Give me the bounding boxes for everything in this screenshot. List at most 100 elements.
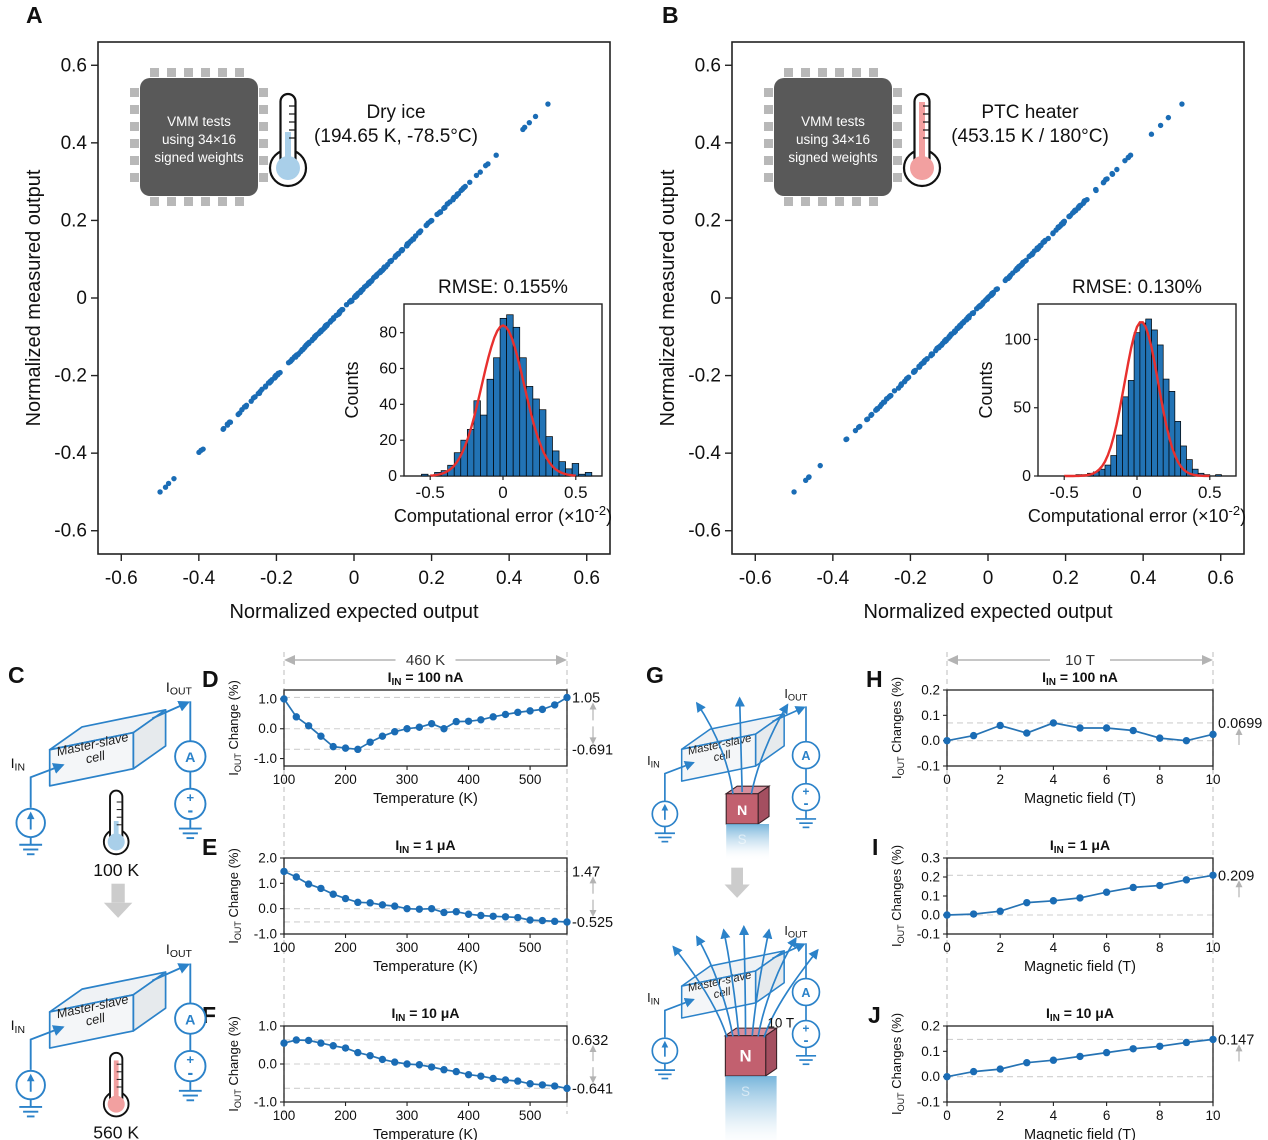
scatter-point — [916, 364, 923, 370]
tspan: IN — [399, 845, 409, 856]
scatter-point — [891, 388, 898, 394]
data-point — [304, 880, 313, 888]
chip-pin — [893, 122, 902, 131]
data-point — [1209, 730, 1217, 739]
y-axis-label: IOUT Change (%) — [226, 848, 243, 944]
tspan: I — [166, 680, 170, 696]
gauss-curve — [430, 324, 576, 477]
minus-label: - — [803, 1032, 808, 1049]
panel-label-g: G — [646, 662, 664, 688]
xtick-label: 300 — [396, 940, 419, 955]
data-point — [514, 913, 522, 922]
histogram-bar — [493, 357, 501, 477]
data-point — [317, 732, 325, 740]
x-axis-label: Magnetic field (T) — [1024, 1127, 1136, 1140]
xtick-label: 0.2 — [1052, 568, 1078, 589]
y-axis-label: IOUT Changes (%) — [889, 677, 906, 779]
scatter-point — [911, 368, 917, 374]
data-point — [403, 904, 411, 913]
scatter-point — [376, 270, 383, 276]
panel-B-plot: -0.6 -0.6 -0.4 -0.4 -0.2 -0.2 0 0 0.2 0.2 0.4 0.4 0.… — [657, 41, 1246, 623]
scatter-point — [1021, 258, 1028, 265]
scatter-point — [477, 169, 483, 175]
data-point — [514, 708, 522, 717]
tspan: I — [388, 669, 392, 685]
annotation-value: 0.632 — [572, 1033, 608, 1049]
xtick-label: -0.4 — [816, 568, 849, 589]
xtick-label: 0.4 — [1130, 568, 1157, 589]
inset-xlabel: Computational error (×10-2) — [394, 503, 612, 526]
tspan: = 10 μA — [405, 1005, 459, 1021]
wire-in — [664, 761, 695, 801]
data-point — [1023, 898, 1031, 907]
temperature-label: 560 K — [93, 1122, 139, 1140]
xtick-label: -0.6 — [739, 568, 772, 589]
thermometer-fill — [113, 1060, 119, 1105]
x-axis-label: Normalized expected output — [863, 601, 1112, 623]
y-axis-label: IOUT Changes (%) — [889, 1013, 906, 1115]
scatter-point — [1122, 157, 1128, 164]
ytick-label: 0.0 — [921, 733, 940, 748]
cell-box-front — [48, 993, 135, 1049]
scatter-point — [924, 355, 930, 362]
scatter-point — [165, 480, 172, 487]
xtick-label: 2 — [996, 940, 1004, 955]
tspan: = 1 μA — [409, 837, 455, 853]
ytick-label: -0.4 — [688, 443, 721, 464]
magnet-n-label: N — [739, 1047, 751, 1066]
histogram-bar — [1127, 380, 1135, 477]
chip-pin — [764, 156, 773, 165]
scatter-point — [1084, 196, 1090, 203]
data-point — [1209, 871, 1217, 879]
arrow-up-icon — [26, 811, 35, 820]
histogram-bar — [578, 473, 586, 477]
tspan: = 10 μA — [1060, 1005, 1114, 1021]
voltage-source-icon — [791, 782, 821, 812]
xtick-label: 400 — [457, 772, 480, 787]
x-axis-label: Magnetic field (T) — [1024, 959, 1136, 975]
data-point — [415, 1061, 424, 1069]
scatter-point — [277, 369, 283, 376]
data-line — [283, 870, 568, 923]
ytick-label: 0.1 — [921, 1044, 940, 1059]
chip-text: signed weights — [154, 150, 244, 165]
y-axis-label: Normalized measured output — [657, 169, 679, 426]
scatter-point — [365, 280, 372, 286]
scatter-point — [392, 254, 398, 260]
arrow-up-icon — [1235, 880, 1243, 888]
ytick-label: 0.1 — [921, 889, 940, 904]
inset-title: RMSE: 0.130% — [1072, 277, 1202, 298]
arrow-up-icon — [1235, 1044, 1243, 1052]
tspan: OUT — [170, 949, 193, 960]
tspan: I — [647, 754, 651, 768]
x-axis-label: Normalized expected output — [229, 601, 478, 623]
xtick-label: 0.6 — [1208, 568, 1234, 589]
data-point — [489, 713, 497, 721]
data-point — [440, 725, 448, 733]
scatter-point — [905, 374, 912, 380]
chip-pin — [893, 105, 902, 114]
scatter-point — [410, 236, 417, 242]
arrow-right-icon — [556, 655, 567, 665]
wire-out — [151, 963, 190, 982]
diagram-g: Master-slavecellIINIOUTA+-NSMaster-slave… — [647, 687, 821, 1140]
chip-pin — [893, 156, 902, 165]
tspan: I — [1046, 1005, 1050, 1021]
tspan: Change (%) — [226, 680, 241, 753]
scatter-point — [387, 258, 393, 265]
tspan: IN — [651, 760, 660, 770]
scatter-point — [983, 296, 989, 303]
x-axis-label: Magnetic field (T) — [1024, 791, 1136, 807]
data-point — [538, 705, 547, 714]
tspan: I — [11, 756, 15, 772]
data-point — [1102, 888, 1111, 896]
chip-pin — [764, 173, 773, 182]
xtick-label: -0.6 — [105, 568, 138, 589]
arrow-left-icon — [284, 655, 295, 665]
inset-ytick-label: 0 — [1022, 468, 1031, 485]
chip-pin — [764, 139, 773, 148]
scatter-point — [405, 240, 412, 247]
data-point — [292, 1036, 301, 1044]
